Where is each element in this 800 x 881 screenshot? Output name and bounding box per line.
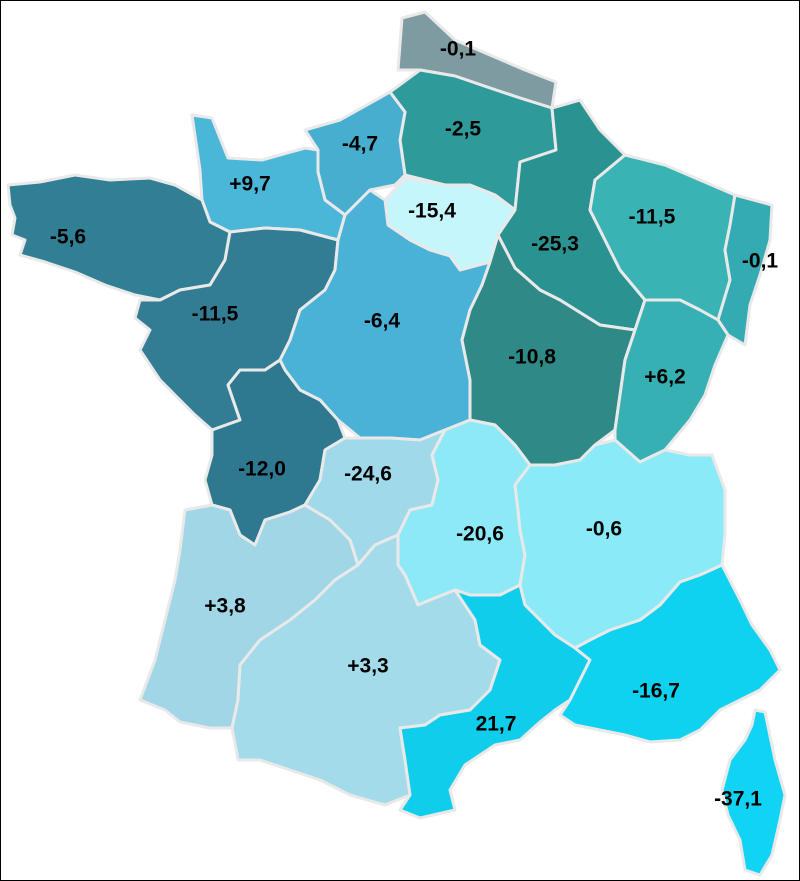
region-value-label: -12,0 xyxy=(238,458,286,481)
region-value-label: -2,5 xyxy=(445,118,482,141)
region-value-label: -25,3 xyxy=(531,233,579,256)
region-value-label: +3,3 xyxy=(347,655,388,678)
region-value-label: -0,1 xyxy=(440,38,477,61)
region-value-label: -15,4 xyxy=(408,200,456,223)
region-value-label: -0,1 xyxy=(742,250,779,273)
region-languedoc-roussillon[interactable]: 21,7 xyxy=(398,583,592,820)
region-bretagne[interactable]: -5,6 xyxy=(6,173,232,302)
region-value-label: -4,7 xyxy=(342,133,378,156)
region-value-label: -11,5 xyxy=(192,303,239,326)
region-provence-alpes-cote-dazur[interactable]: -16,7 xyxy=(558,563,782,744)
region-value-label: -5,6 xyxy=(50,226,86,249)
region-value-label: +9,7 xyxy=(229,173,270,196)
region-value-label: -24,6 xyxy=(344,463,392,486)
region-value-label: -20,6 xyxy=(456,523,504,546)
region-value-label: 21,7 xyxy=(476,713,517,736)
region-alsace[interactable]: -0,1 xyxy=(716,193,779,347)
region-value-label: +3,8 xyxy=(204,595,246,618)
region-value-label: -16,7 xyxy=(632,680,680,703)
region-value-label: -37,1 xyxy=(714,788,762,811)
region-franche-comte[interactable]: +6,2 xyxy=(613,298,730,464)
region-bourgogne[interactable]: -10,8 xyxy=(460,233,637,467)
region-value-label: -11,5 xyxy=(629,206,676,229)
region-value-label: -0,6 xyxy=(586,518,622,541)
region-corse[interactable]: -37,1 xyxy=(714,708,787,877)
region-value-label: -6,4 xyxy=(364,310,401,333)
region-value-label: +6,2 xyxy=(644,366,685,389)
region-value-label: -10,8 xyxy=(508,346,556,369)
